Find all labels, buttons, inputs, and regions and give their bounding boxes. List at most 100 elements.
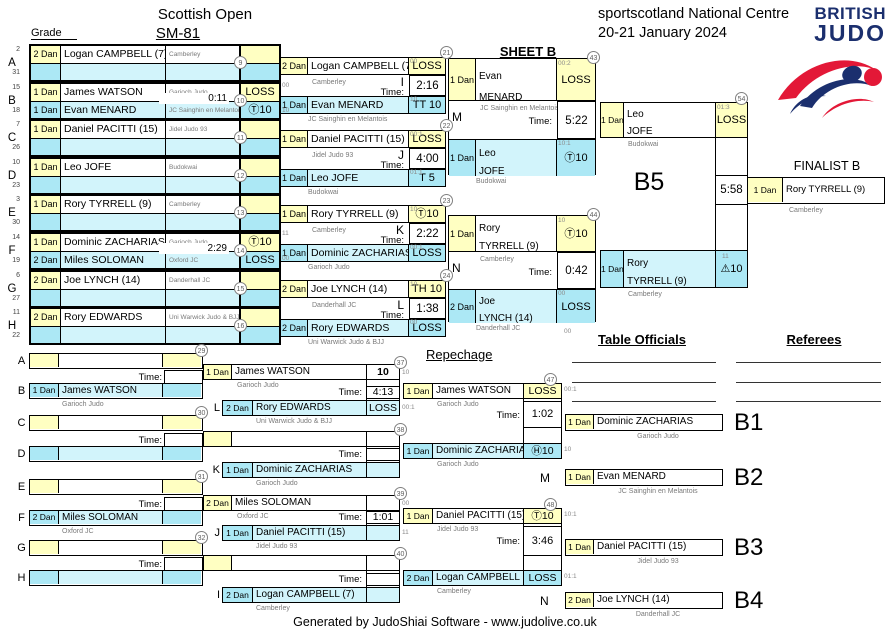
logo-text-british: BRITISH xyxy=(814,5,886,23)
match-time xyxy=(164,557,203,571)
date-title: 20-21 January 2024 xyxy=(598,25,727,41)
match-time: 4:13 xyxy=(366,386,400,399)
match-number-circle: 21 xyxy=(440,46,453,59)
grade-cell: 1 Dan xyxy=(748,178,783,202)
referees-line xyxy=(736,382,881,383)
grade-cell: 1 Dan xyxy=(281,131,308,148)
player-club xyxy=(166,63,241,80)
player-club: Camberley xyxy=(437,588,471,595)
grade-cell: 2 Dan xyxy=(281,58,308,75)
result-cell: LOSS xyxy=(716,103,747,137)
player-club: Uni Warwick Judo & BJJ xyxy=(256,418,332,425)
seed-number: 30 xyxy=(12,219,20,226)
match-time: 1:02 xyxy=(523,401,562,428)
grade-cell: 2 Dan xyxy=(30,511,59,524)
match-letter: K xyxy=(212,464,220,476)
score-corner: 10 xyxy=(282,107,290,114)
repechage-row xyxy=(29,570,203,586)
grade-cell: 1 Dan xyxy=(404,509,433,523)
result-cell: Ⓣ10 xyxy=(241,234,279,251)
referees-line xyxy=(736,401,881,402)
grade-cell: 2 Dan xyxy=(449,289,476,323)
player-club: Camberley xyxy=(480,256,514,263)
table-officials-line xyxy=(572,362,716,363)
player-first-name: Rory xyxy=(479,223,501,234)
player-name: Rory EDWARDS xyxy=(61,309,166,326)
match-time: 2:22 xyxy=(409,223,445,244)
repechage-row xyxy=(29,479,203,495)
result-cell xyxy=(367,463,399,477)
result-cell: Ⓣ10 xyxy=(409,206,445,223)
grade-cell: 2 Dan xyxy=(31,46,61,63)
semifinal-ref-letter: M xyxy=(540,471,550,485)
player-first-name: Leo xyxy=(627,109,644,120)
player-name: Rory TYRRELL (9) xyxy=(624,251,716,287)
logo-text-judo: JUDO xyxy=(814,23,886,44)
placement-code: B3 xyxy=(734,534,764,561)
match-box-round2: 2 Dan Logan CAMPBELL (7) LOSS Camberley 2:16… xyxy=(280,57,446,114)
player-name: Logan CAMPBELL (7) xyxy=(61,46,166,63)
grade-cell: 1 Dan xyxy=(601,251,624,287)
player-name xyxy=(61,289,166,306)
result-cell: LOSS xyxy=(524,384,561,398)
repechage-slot: 2 Dan Logan CAMPBELL (7) xyxy=(222,587,400,603)
player-name: Leo JOFE xyxy=(624,103,716,137)
finalist-title: FINALIST B xyxy=(793,159,861,173)
grade-cell: 1 Dan xyxy=(566,415,594,429)
grade-cell: 2 Dan xyxy=(566,593,594,607)
result-box: 2 Dan Joe LYNCH (14) xyxy=(565,592,723,609)
slot-cell xyxy=(163,480,201,493)
seed-number: 23 xyxy=(12,182,20,189)
match-time xyxy=(164,433,203,447)
player-last-name: LYNCH (14) xyxy=(479,313,533,323)
slot-cell xyxy=(163,354,201,367)
score-corner: 11 xyxy=(402,529,409,536)
venue-title: sportscotland National Centre xyxy=(598,6,790,22)
seed-number: 22 xyxy=(12,332,20,339)
grade-cell: 1 Dan xyxy=(30,384,59,397)
grade-cell: 1 Dan xyxy=(566,540,594,554)
grade-cell: 2 Dan xyxy=(223,401,253,415)
player-name: Miles SOLOMAN xyxy=(61,251,166,268)
player-name: Joe LYNCH (14) xyxy=(308,281,409,298)
repechage-row xyxy=(29,353,203,369)
match-letter: L xyxy=(397,298,404,312)
match-number-circle: 37 xyxy=(394,356,407,369)
match-time xyxy=(164,497,203,511)
match-box-final: 1 Dan Leo JOFE LOSS xyxy=(600,102,748,138)
player-name: Rory TYRRELL (9) xyxy=(476,216,557,252)
score-corner: 10 xyxy=(410,281,418,288)
grade-cell: 1 Dan xyxy=(223,526,253,540)
result-cell xyxy=(241,326,279,343)
result-cell: LOSS xyxy=(409,58,445,75)
match-number-circle: 39 xyxy=(394,487,407,500)
result-cell: T 5 xyxy=(409,169,445,186)
player-name: Joe LYNCH (14) xyxy=(476,289,557,323)
match-number-circle: 31 xyxy=(195,470,208,483)
player-name: James WATSON xyxy=(59,384,163,397)
match-box-final: 1 Dan Rory TYRRELL (9) ⚠10 xyxy=(600,250,748,288)
player-club: Danderhall JC xyxy=(476,325,521,332)
match-time: 3:46 xyxy=(523,526,562,556)
player-name: Miles SOLOMAN xyxy=(59,511,163,524)
result-cell: TT 10 xyxy=(409,96,445,113)
player-name xyxy=(59,447,163,460)
match-letter: K xyxy=(395,223,404,237)
result-cell xyxy=(241,309,279,326)
player-club: Camberley xyxy=(628,291,662,298)
match-box-round2: 1 Dan Rory TYRRELL (9) Ⓣ10 Camberley 2:22 1 D… xyxy=(280,205,446,262)
repechage-row xyxy=(29,540,203,556)
slot-cell xyxy=(163,447,201,460)
match-number-circle: 10 xyxy=(234,94,247,107)
seed-number: 31 xyxy=(12,69,20,76)
match-time: 2:29 xyxy=(159,243,229,254)
score-corner: 11 xyxy=(282,230,289,237)
player-club: Jidel Judo 93 xyxy=(256,543,298,550)
player-club: Jidel Judo 93 xyxy=(312,152,354,159)
player-name: Evan MENARD xyxy=(594,470,721,484)
match-time: 5:58 xyxy=(715,175,748,205)
score-corner: 10 xyxy=(564,446,572,453)
score-corner: 01:1 xyxy=(564,573,577,580)
player-club xyxy=(166,176,241,193)
